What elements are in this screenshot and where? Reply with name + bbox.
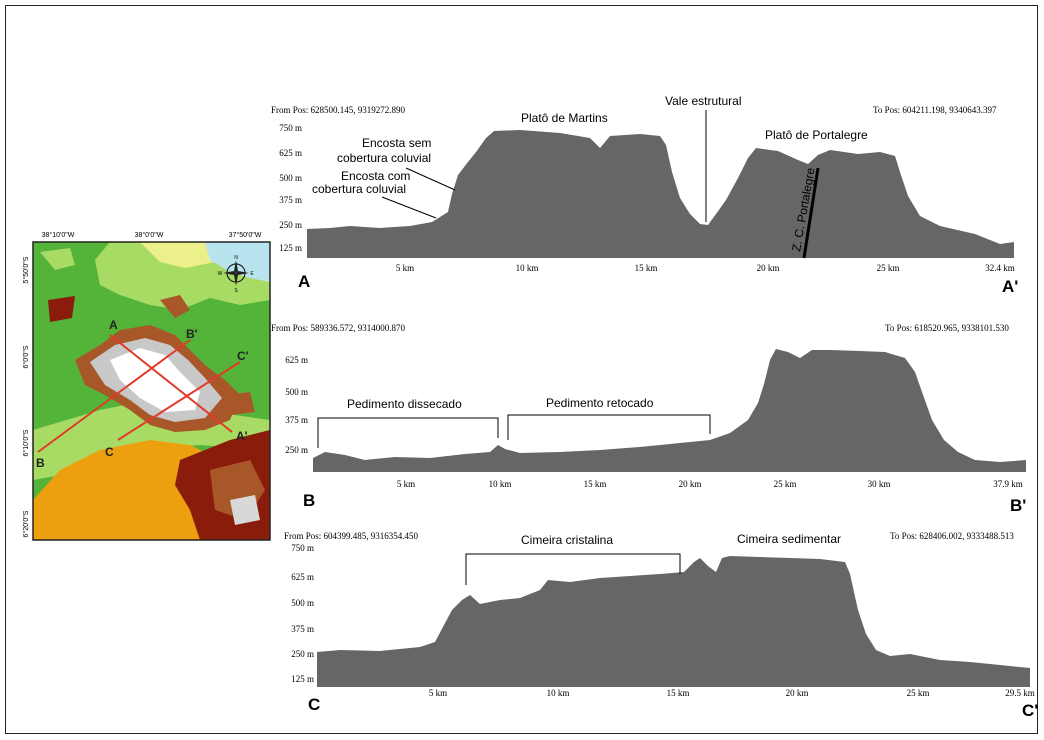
lat-label-1: 5°50'0"S xyxy=(22,256,30,283)
profile-a-ytick-1: 750 m xyxy=(279,123,302,133)
section-line-c xyxy=(117,361,241,441)
profile-a-xtick-6: 32.4 km xyxy=(985,263,1015,273)
profile-b-ytick-2: 500 m xyxy=(285,387,308,397)
lat-label-2: 6°0'0"S xyxy=(22,345,30,368)
profile-b-end: B' xyxy=(1010,496,1026,515)
profile-c: From Pos: 604399.485, 9316354.450 To Pos… xyxy=(284,531,1038,720)
profile-a-ytick-4: 375 m xyxy=(279,195,302,205)
profile-b-xtick-3: 15 km xyxy=(584,479,607,489)
lon-label-3: 37°50'0"W xyxy=(229,231,262,239)
profile-c-ytick-1: 750 m xyxy=(291,543,314,553)
lon-label-2: 38°0'0"W xyxy=(135,231,164,239)
profile-b-ytick-3: 375 m xyxy=(285,415,308,425)
label-plato-portalegre: Platô de Portalegre xyxy=(765,128,868,142)
profile-b-from: From Pos: 589336.572, 9314000.870 xyxy=(271,323,406,333)
profile-b-start: B xyxy=(303,491,315,510)
label-encosta-com-2: cobertura coluvial xyxy=(312,182,406,196)
profile-a-ytick-6: 125 m xyxy=(279,243,302,253)
profile-a-xtick-3: 15 km xyxy=(635,263,658,273)
map-label-a: A xyxy=(109,318,118,332)
section-line-a xyxy=(109,334,233,433)
profile-b-xtick-7: 37.9 km xyxy=(993,479,1023,489)
map-border xyxy=(32,241,271,541)
fault-zc-line xyxy=(802,167,820,259)
profile-b: From Pos: 589336.572, 9314000.870 To Pos… xyxy=(271,323,1026,515)
bracket-retocado xyxy=(507,414,711,440)
profile-a-end: A' xyxy=(1002,277,1018,296)
profile-c-ytick-6: 125 m xyxy=(291,674,314,684)
label-pedimento-dissecado: Pedimento dissecado xyxy=(347,397,462,411)
profile-b-xtick-4: 20 km xyxy=(679,479,702,489)
profile-c-end: C' xyxy=(1022,701,1038,720)
profile-a-to: To Pos: 604211.198, 9340643.397 xyxy=(873,105,997,115)
compass-rose-icon: N S E W xyxy=(218,255,255,294)
terrain-map xyxy=(33,242,270,540)
label-plato-martins: Platô de Martins xyxy=(521,111,608,125)
encosta-com-pointer xyxy=(381,196,437,219)
profile-b-to: To Pos: 618520.965, 9338101.530 xyxy=(885,323,1009,333)
profile-c-xtick-6: 29.5 km xyxy=(1005,688,1035,698)
map-label-a-prime: A' xyxy=(236,429,248,443)
map-label-b-prime: B' xyxy=(186,327,198,341)
profile-a-xtick-5: 25 km xyxy=(877,263,900,273)
bracket-dissecado xyxy=(317,417,499,448)
figure-frame xyxy=(5,5,1038,734)
profile-c-xtick-5: 25 km xyxy=(907,688,930,698)
profile-c-to: To Pos: 628406.002, 9333488.513 xyxy=(890,531,1014,541)
profile-c-xtick-4: 20 km xyxy=(786,688,809,698)
profile-a-xtick-1: 5 km xyxy=(396,263,414,273)
profile-b-xtick-5: 25 km xyxy=(774,479,797,489)
profile-c-start: C xyxy=(308,695,320,714)
profile-c-from: From Pos: 604399.485, 9316354.450 xyxy=(284,531,419,541)
profile-c-xtick-1: 5 km xyxy=(429,688,447,698)
profile-c-ytick-2: 625 m xyxy=(291,572,314,582)
profile-a: From Pos: 628500.145, 9319272.890 To Pos… xyxy=(271,94,1018,296)
lon-label-1: 38°10'0"W xyxy=(42,231,75,239)
bracket-cristalina xyxy=(465,553,681,585)
compass-n: N xyxy=(234,255,238,261)
compass-e: E xyxy=(250,271,254,277)
label-encosta-com-1: Encosta com xyxy=(341,169,410,183)
label-encosta-sem-1: Encosta sem xyxy=(362,136,431,150)
profile-a-ytick-3: 500 m xyxy=(279,173,302,183)
label-vale-estrutural: Vale estrutural xyxy=(665,94,741,108)
label-pedimento-retocado: Pedimento retocado xyxy=(546,396,654,410)
profile-b-ytick-1: 625 m xyxy=(285,355,308,365)
compass-w: W xyxy=(218,271,223,277)
compass-s: S xyxy=(234,288,238,294)
profile-b-xtick-2: 10 km xyxy=(489,479,512,489)
profile-a-ytick-2: 625 m xyxy=(279,148,302,158)
lat-label-4: 6°20'0"S xyxy=(22,510,30,537)
profile-c-xtick-2: 10 km xyxy=(547,688,570,698)
profile-b-xtick-6: 30 km xyxy=(868,479,891,489)
profile-c-xtick-3: 15 km xyxy=(667,688,690,698)
profile-a-xtick-4: 20 km xyxy=(757,263,780,273)
profile-c-ytick-3: 500 m xyxy=(291,598,314,608)
profile-a-start: A xyxy=(298,272,310,291)
profile-c-ytick-4: 375 m xyxy=(291,624,314,634)
profile-b-ytick-4: 250 m xyxy=(285,445,308,455)
profile-c-ytick-5: 250 m xyxy=(291,649,314,659)
encosta-sem-pointer xyxy=(405,167,456,191)
map-label-c-prime: C' xyxy=(237,349,249,363)
profile-a-terrain xyxy=(307,130,1014,258)
profile-a-from: From Pos: 628500.145, 9319272.890 xyxy=(271,105,406,115)
section-line-b xyxy=(37,339,191,453)
label-encosta-sem-2: cobertura coluvial xyxy=(337,151,431,165)
profile-a-xtick-2: 10 km xyxy=(516,263,539,273)
map-label-c: C xyxy=(105,445,114,459)
profile-a-ytick-5: 250 m xyxy=(279,220,302,230)
lat-label-3: 6°10'0"S xyxy=(22,429,30,456)
profile-b-terrain xyxy=(313,349,1026,472)
label-cimeira-cristalina: Cimeira cristalina xyxy=(521,533,613,547)
label-cimeira-sedimentar: Cimeira sedimentar xyxy=(737,532,841,546)
map-label-b: B xyxy=(36,456,45,470)
profile-b-xtick-1: 5 km xyxy=(397,479,415,489)
profile-c-terrain xyxy=(317,556,1030,687)
